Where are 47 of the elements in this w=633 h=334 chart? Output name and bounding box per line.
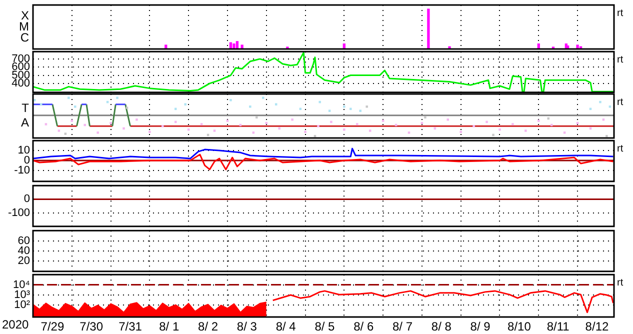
y-tick-label: 20 xyxy=(18,254,30,267)
x-tick-label: 7/31 xyxy=(118,320,142,334)
chart-title: rt xyxy=(617,97,624,108)
bar xyxy=(427,8,430,49)
y-tick-label: 60 xyxy=(18,234,30,246)
y-tick-label: 40 xyxy=(18,244,30,257)
x-axis-title: 2020 xyxy=(2,318,30,332)
x-tick-label: 8/11 xyxy=(546,320,570,334)
y-tick-label: 400 xyxy=(12,77,30,90)
y-tick-label: 10² xyxy=(14,300,30,312)
point xyxy=(602,118,605,122)
x-tick-label: 8/12 xyxy=(585,320,609,334)
point xyxy=(408,132,410,134)
chart-title: rt xyxy=(617,278,624,289)
x-tick-label: 8/ 7 xyxy=(392,320,413,334)
x-tick-label: 7/30 xyxy=(80,320,104,334)
y-tick-label: 0 xyxy=(24,193,30,206)
text: T xyxy=(22,101,30,116)
bar xyxy=(576,44,579,49)
point xyxy=(252,132,255,134)
point xyxy=(608,106,612,108)
chart-title: rt xyxy=(617,143,624,154)
y-tick-label: -100 xyxy=(8,206,30,219)
text: A xyxy=(20,116,29,130)
y-tick-label: 0 xyxy=(24,154,30,167)
x-tick-label: 8/ 4 xyxy=(276,320,296,334)
x-tick-label: 8/ 8 xyxy=(431,320,452,334)
bar xyxy=(240,44,244,49)
y-tick-label: 10 xyxy=(18,144,30,157)
chart-title: rt xyxy=(617,8,624,19)
point xyxy=(563,132,566,134)
x-tick-label: 8/ 2 xyxy=(198,320,218,334)
y-tick-label: 10³ xyxy=(14,289,30,302)
x-tick-label: 8/ 3 xyxy=(236,320,258,334)
y-tick-label: 10⁴ xyxy=(13,279,30,292)
point xyxy=(33,99,36,102)
chart-title: rt xyxy=(617,54,624,66)
x-tick-label: 8/10 xyxy=(508,320,532,334)
x-tick-label: 8/ 6 xyxy=(354,320,374,334)
y-tick-label: -10 xyxy=(14,164,30,177)
x-tick-label: 8/ 5 xyxy=(314,320,336,334)
x-tick-label: 8/ 9 xyxy=(470,320,491,334)
x-tick-label: 8/ 1 xyxy=(159,320,180,334)
point xyxy=(265,122,268,125)
point xyxy=(446,118,450,122)
x-tick-label: 7/29 xyxy=(40,320,64,334)
bar xyxy=(232,43,236,49)
